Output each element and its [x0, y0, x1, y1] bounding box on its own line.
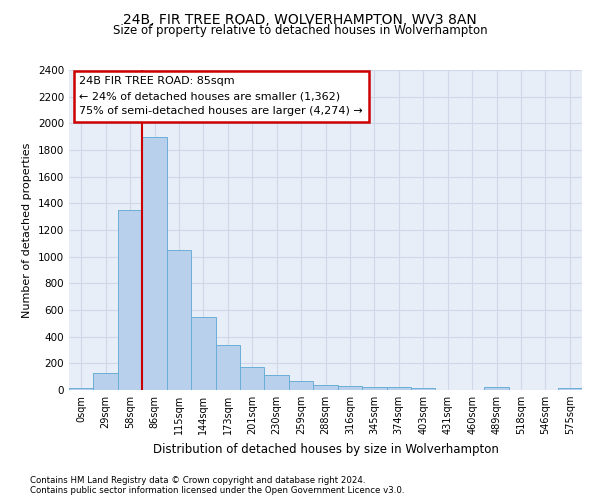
- Bar: [118, 210, 142, 390]
- Bar: [289, 382, 313, 390]
- Bar: [142, 136, 167, 390]
- Bar: [240, 368, 265, 390]
- Bar: [557, 388, 582, 390]
- Bar: [411, 388, 436, 390]
- Bar: [94, 374, 118, 390]
- Bar: [265, 376, 289, 390]
- Bar: [338, 386, 362, 390]
- X-axis label: Distribution of detached houses by size in Wolverhampton: Distribution of detached houses by size …: [152, 442, 499, 456]
- Y-axis label: Number of detached properties: Number of detached properties: [22, 142, 32, 318]
- Bar: [313, 384, 338, 390]
- Bar: [386, 388, 411, 390]
- Text: Size of property relative to detached houses in Wolverhampton: Size of property relative to detached ho…: [113, 24, 487, 37]
- Bar: [362, 386, 386, 390]
- Bar: [215, 346, 240, 390]
- Text: 24B, FIR TREE ROAD, WOLVERHAMPTON, WV3 8AN: 24B, FIR TREE ROAD, WOLVERHAMPTON, WV3 8…: [123, 12, 477, 26]
- Text: Contains HM Land Registry data © Crown copyright and database right 2024.: Contains HM Land Registry data © Crown c…: [30, 476, 365, 485]
- Bar: [69, 388, 94, 390]
- Bar: [191, 318, 215, 390]
- Bar: [484, 388, 509, 390]
- Text: 24B FIR TREE ROAD: 85sqm
← 24% of detached houses are smaller (1,362)
75% of sem: 24B FIR TREE ROAD: 85sqm ← 24% of detach…: [79, 76, 363, 116]
- Text: Contains public sector information licensed under the Open Government Licence v3: Contains public sector information licen…: [30, 486, 404, 495]
- Bar: [167, 250, 191, 390]
